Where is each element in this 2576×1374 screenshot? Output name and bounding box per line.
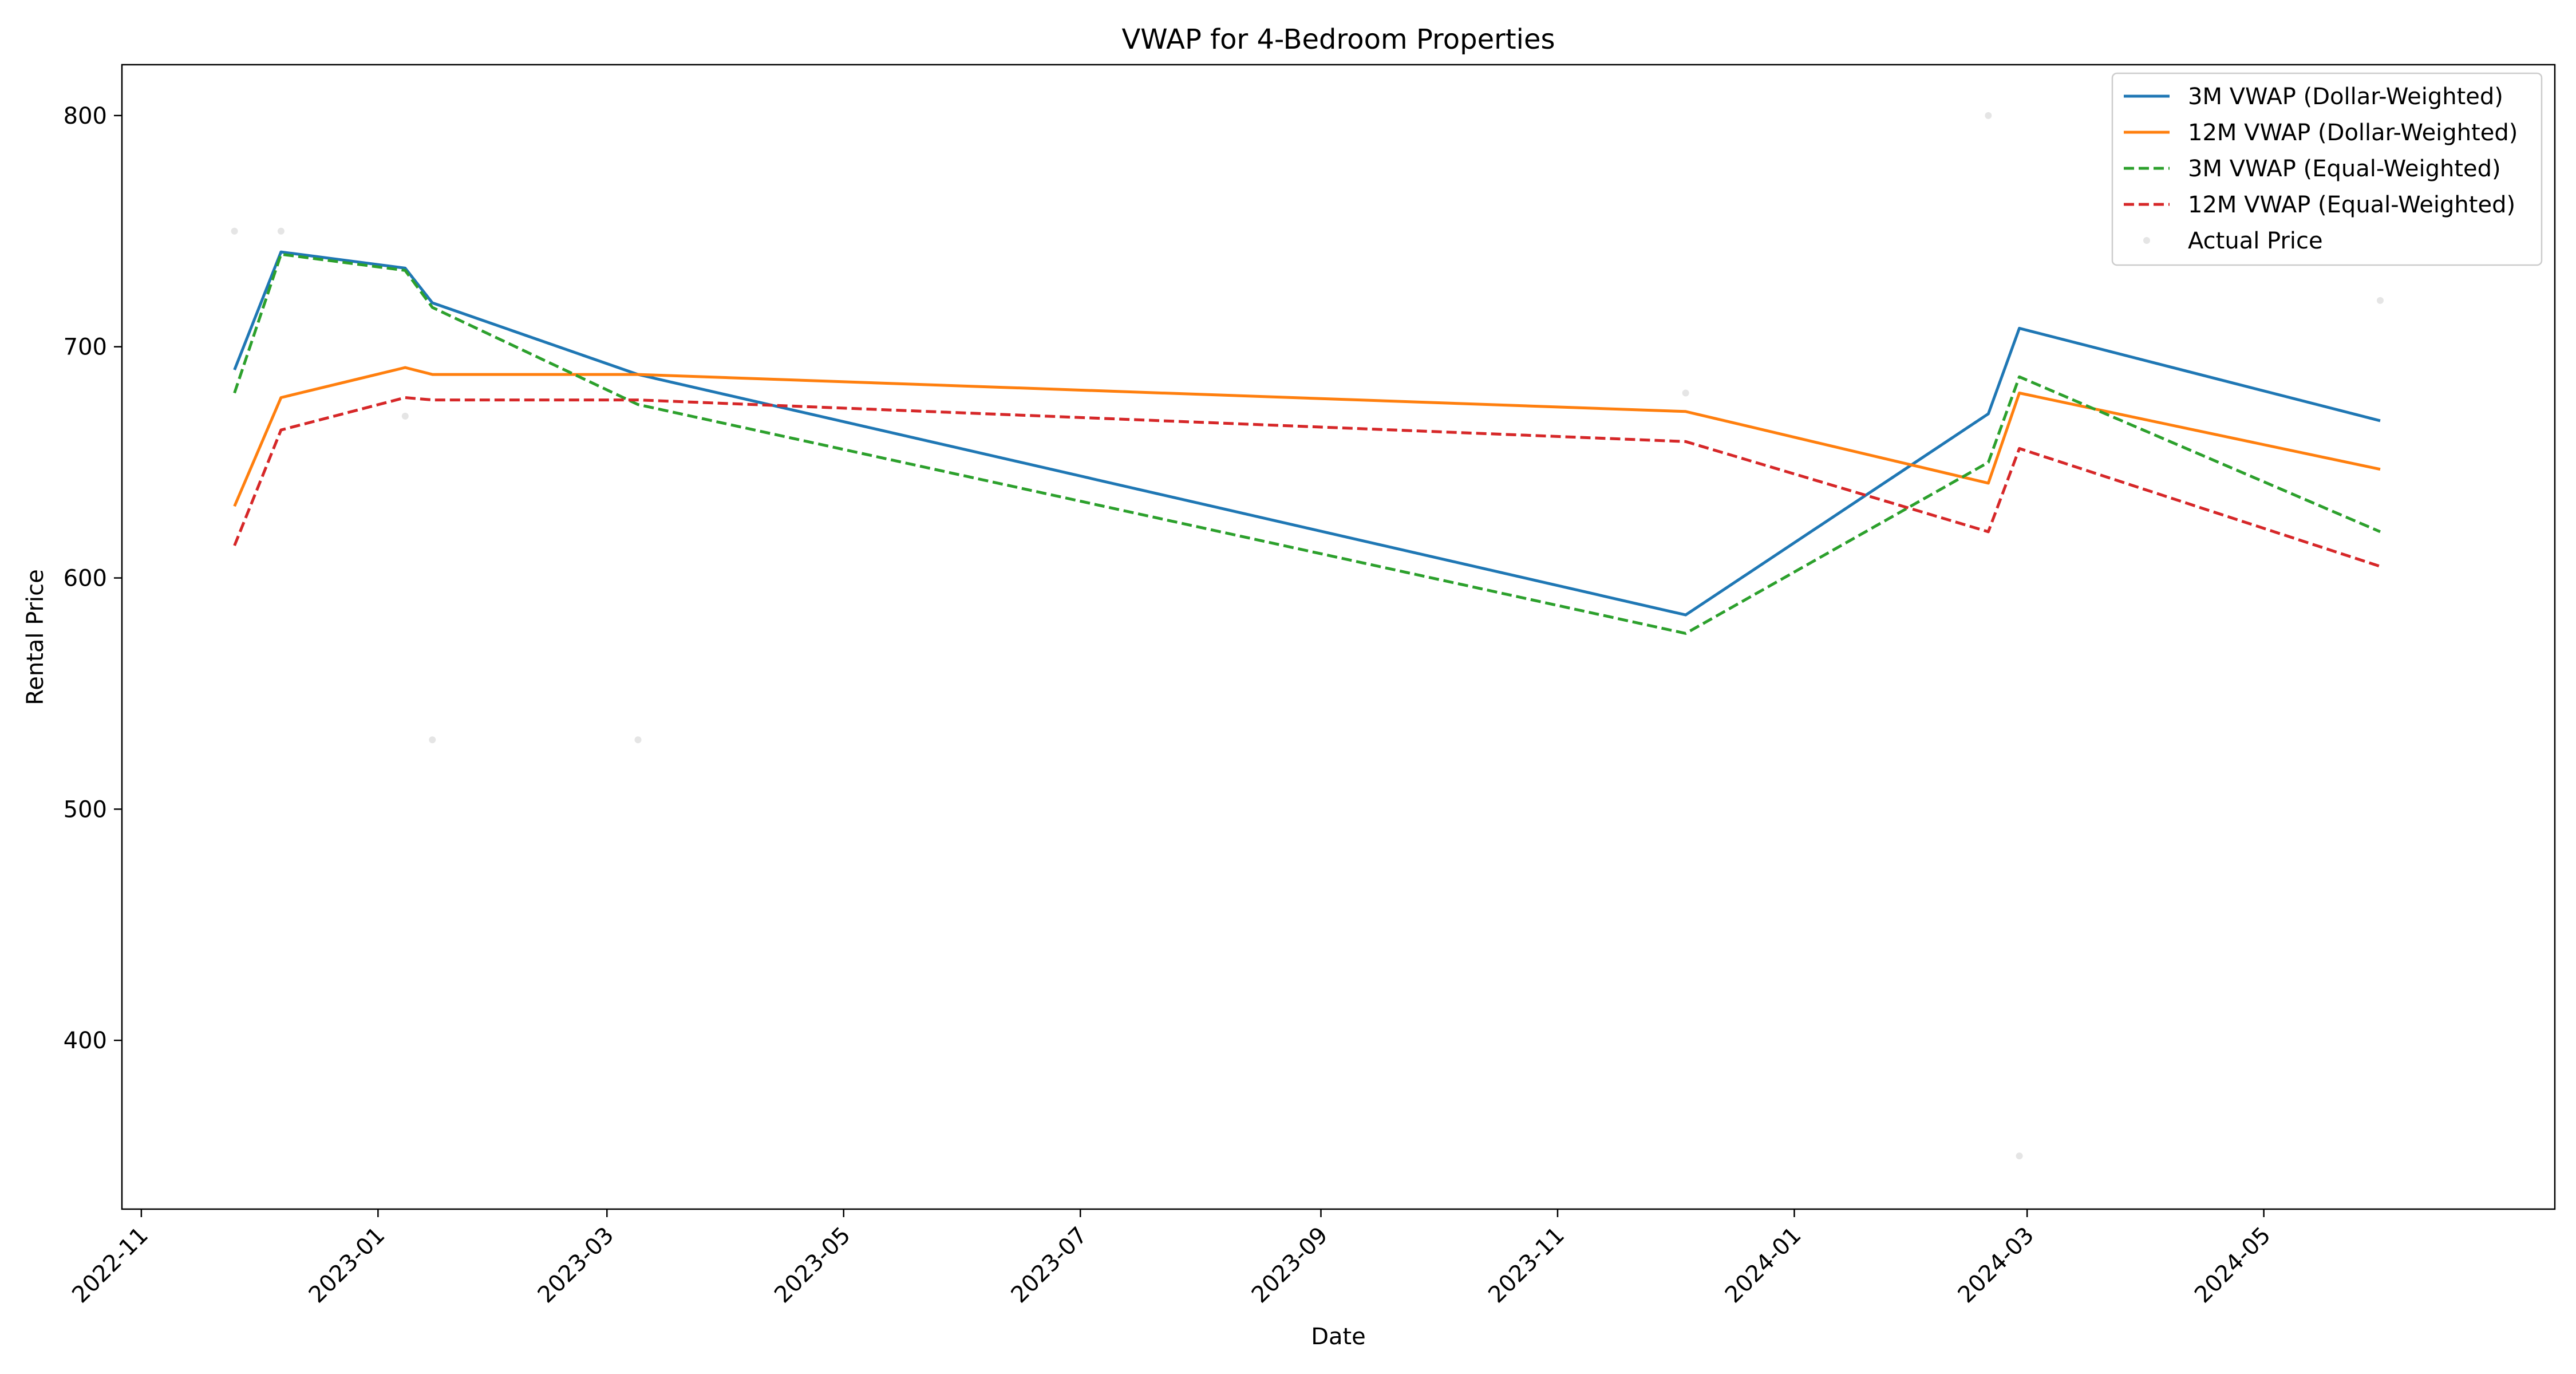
y-tick-label: 400 <box>64 1028 107 1054</box>
plot-frame <box>121 64 2556 1210</box>
legend-item[interactable]: 3M VWAP (Dollar-Weighted) <box>2124 84 2503 110</box>
y-tick-label: 500 <box>64 796 107 823</box>
actual-price-point <box>2376 297 2384 304</box>
x-axis-label: Date <box>1311 1324 1366 1350</box>
legend-frame <box>2111 72 2543 266</box>
legend-item[interactable]: 12M VWAP (Dollar-Weighted) <box>2124 120 2518 146</box>
legend-label: 12M VWAP (Equal-Weighted) <box>2188 192 2515 218</box>
legend[interactable]: 3M VWAP (Dollar-Weighted) 12M VWAP (Dolla… <box>2111 72 2543 266</box>
chart-title: VWAP for 4-Bedroom Properties <box>1121 23 1555 56</box>
y-tick-label: 600 <box>64 566 107 592</box>
legend-label: 12M VWAP (Dollar-Weighted) <box>2188 120 2518 146</box>
actual-price-point <box>634 736 642 744</box>
y-tick-label: 800 <box>64 103 107 129</box>
series-line-12m-vwap-equal-weighted <box>233 396 2381 568</box>
actual-price-point <box>1682 389 1689 397</box>
legend-item[interactable]: 12M VWAP (Equal-Weighted) <box>2124 192 2515 218</box>
legend-label: 3M VWAP (Equal-Weighted) <box>2188 156 2501 182</box>
y-axis-label: Rental Price <box>22 569 49 705</box>
legend-label: Actual Price <box>2188 228 2323 254</box>
actual-price-point <box>1985 112 1992 119</box>
scatter-layer <box>231 112 2384 1160</box>
legend-item[interactable]: 3M VWAP (Equal-Weighted) <box>2124 156 2501 182</box>
legend-item[interactable]: Actual Price <box>2143 228 2323 254</box>
y-tick-label: 700 <box>64 334 107 361</box>
actual-price-point <box>277 227 285 235</box>
y-axis: 400 500 600 700 800 <box>64 103 122 1054</box>
actual-price-point <box>429 736 436 744</box>
actual-price-point <box>231 227 238 235</box>
legend-swatch <box>2143 237 2150 244</box>
series-line-3m-vwap-equal-weighted <box>233 252 2381 635</box>
legend-label: 3M VWAP (Dollar-Weighted) <box>2188 84 2503 110</box>
actual-price-point <box>401 412 409 420</box>
series-layer <box>233 250 2381 635</box>
series-line-12m-vwap-dollar-weighted <box>233 366 2381 507</box>
actual-price-point <box>2016 1152 2023 1160</box>
